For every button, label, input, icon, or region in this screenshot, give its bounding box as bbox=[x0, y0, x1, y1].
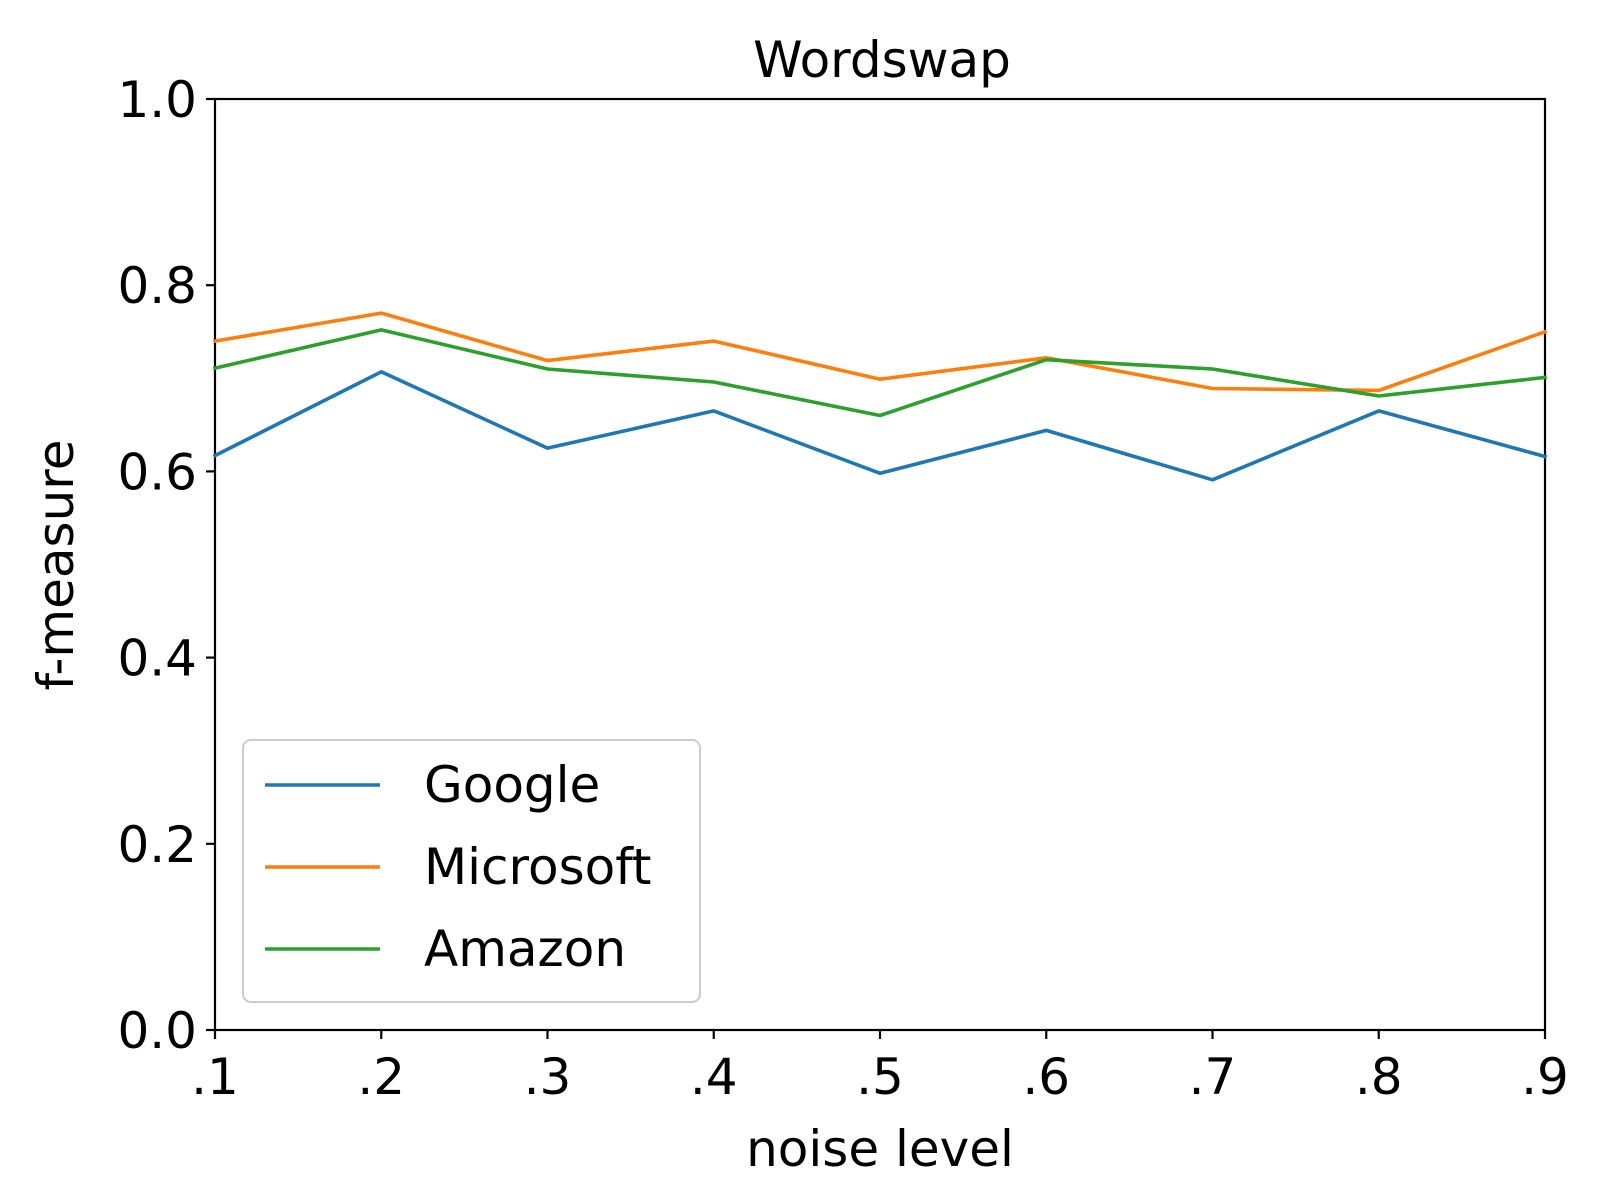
legend: Google Microsoft Amazon bbox=[242, 739, 701, 1003]
y-tick-label: 0.2 bbox=[117, 816, 197, 874]
legend-label-google: Google bbox=[424, 756, 600, 814]
chart-title: Wordswap bbox=[753, 31, 1011, 89]
series-layer bbox=[212, 311, 1548, 482]
x-tick-label: .6 bbox=[1022, 1048, 1070, 1106]
y-tick-label: 0.4 bbox=[117, 630, 197, 688]
x-tick-label: .9 bbox=[1521, 1048, 1569, 1106]
y-axis: 0.0 0.2 0.4 0.6 0.8 1.0 bbox=[117, 71, 215, 1060]
y-tick-label: 0.8 bbox=[117, 257, 197, 315]
legend-box bbox=[242, 739, 701, 1003]
x-tick-label: .8 bbox=[1355, 1048, 1403, 1106]
x-tick-label: .7 bbox=[1189, 1048, 1237, 1106]
x-tick-label: .2 bbox=[357, 1048, 405, 1106]
x-tick-label: .1 bbox=[191, 1048, 239, 1106]
y-tick-label: 0.0 bbox=[117, 1002, 197, 1060]
y-axis-title: f-measure bbox=[27, 440, 85, 691]
x-axis: .1 .2 .3 .4 .5 .6 .7 .8 .9 bbox=[191, 1030, 1569, 1106]
legend-label-microsoft: Microsoft bbox=[424, 838, 652, 896]
series-line-amazon bbox=[212, 328, 1547, 418]
series-line-google bbox=[212, 369, 1548, 482]
legend-label-amazon: Amazon bbox=[424, 920, 626, 978]
x-tick-label: .3 bbox=[524, 1048, 572, 1106]
x-tick-label: .4 bbox=[690, 1048, 738, 1106]
series-line-microsoft bbox=[212, 311, 1548, 393]
y-tick-label: 0.6 bbox=[117, 443, 197, 501]
x-axis-title: noise level bbox=[746, 1120, 1014, 1178]
x-tick-label: .5 bbox=[856, 1048, 904, 1106]
y-tick-label: 1.0 bbox=[117, 71, 197, 129]
